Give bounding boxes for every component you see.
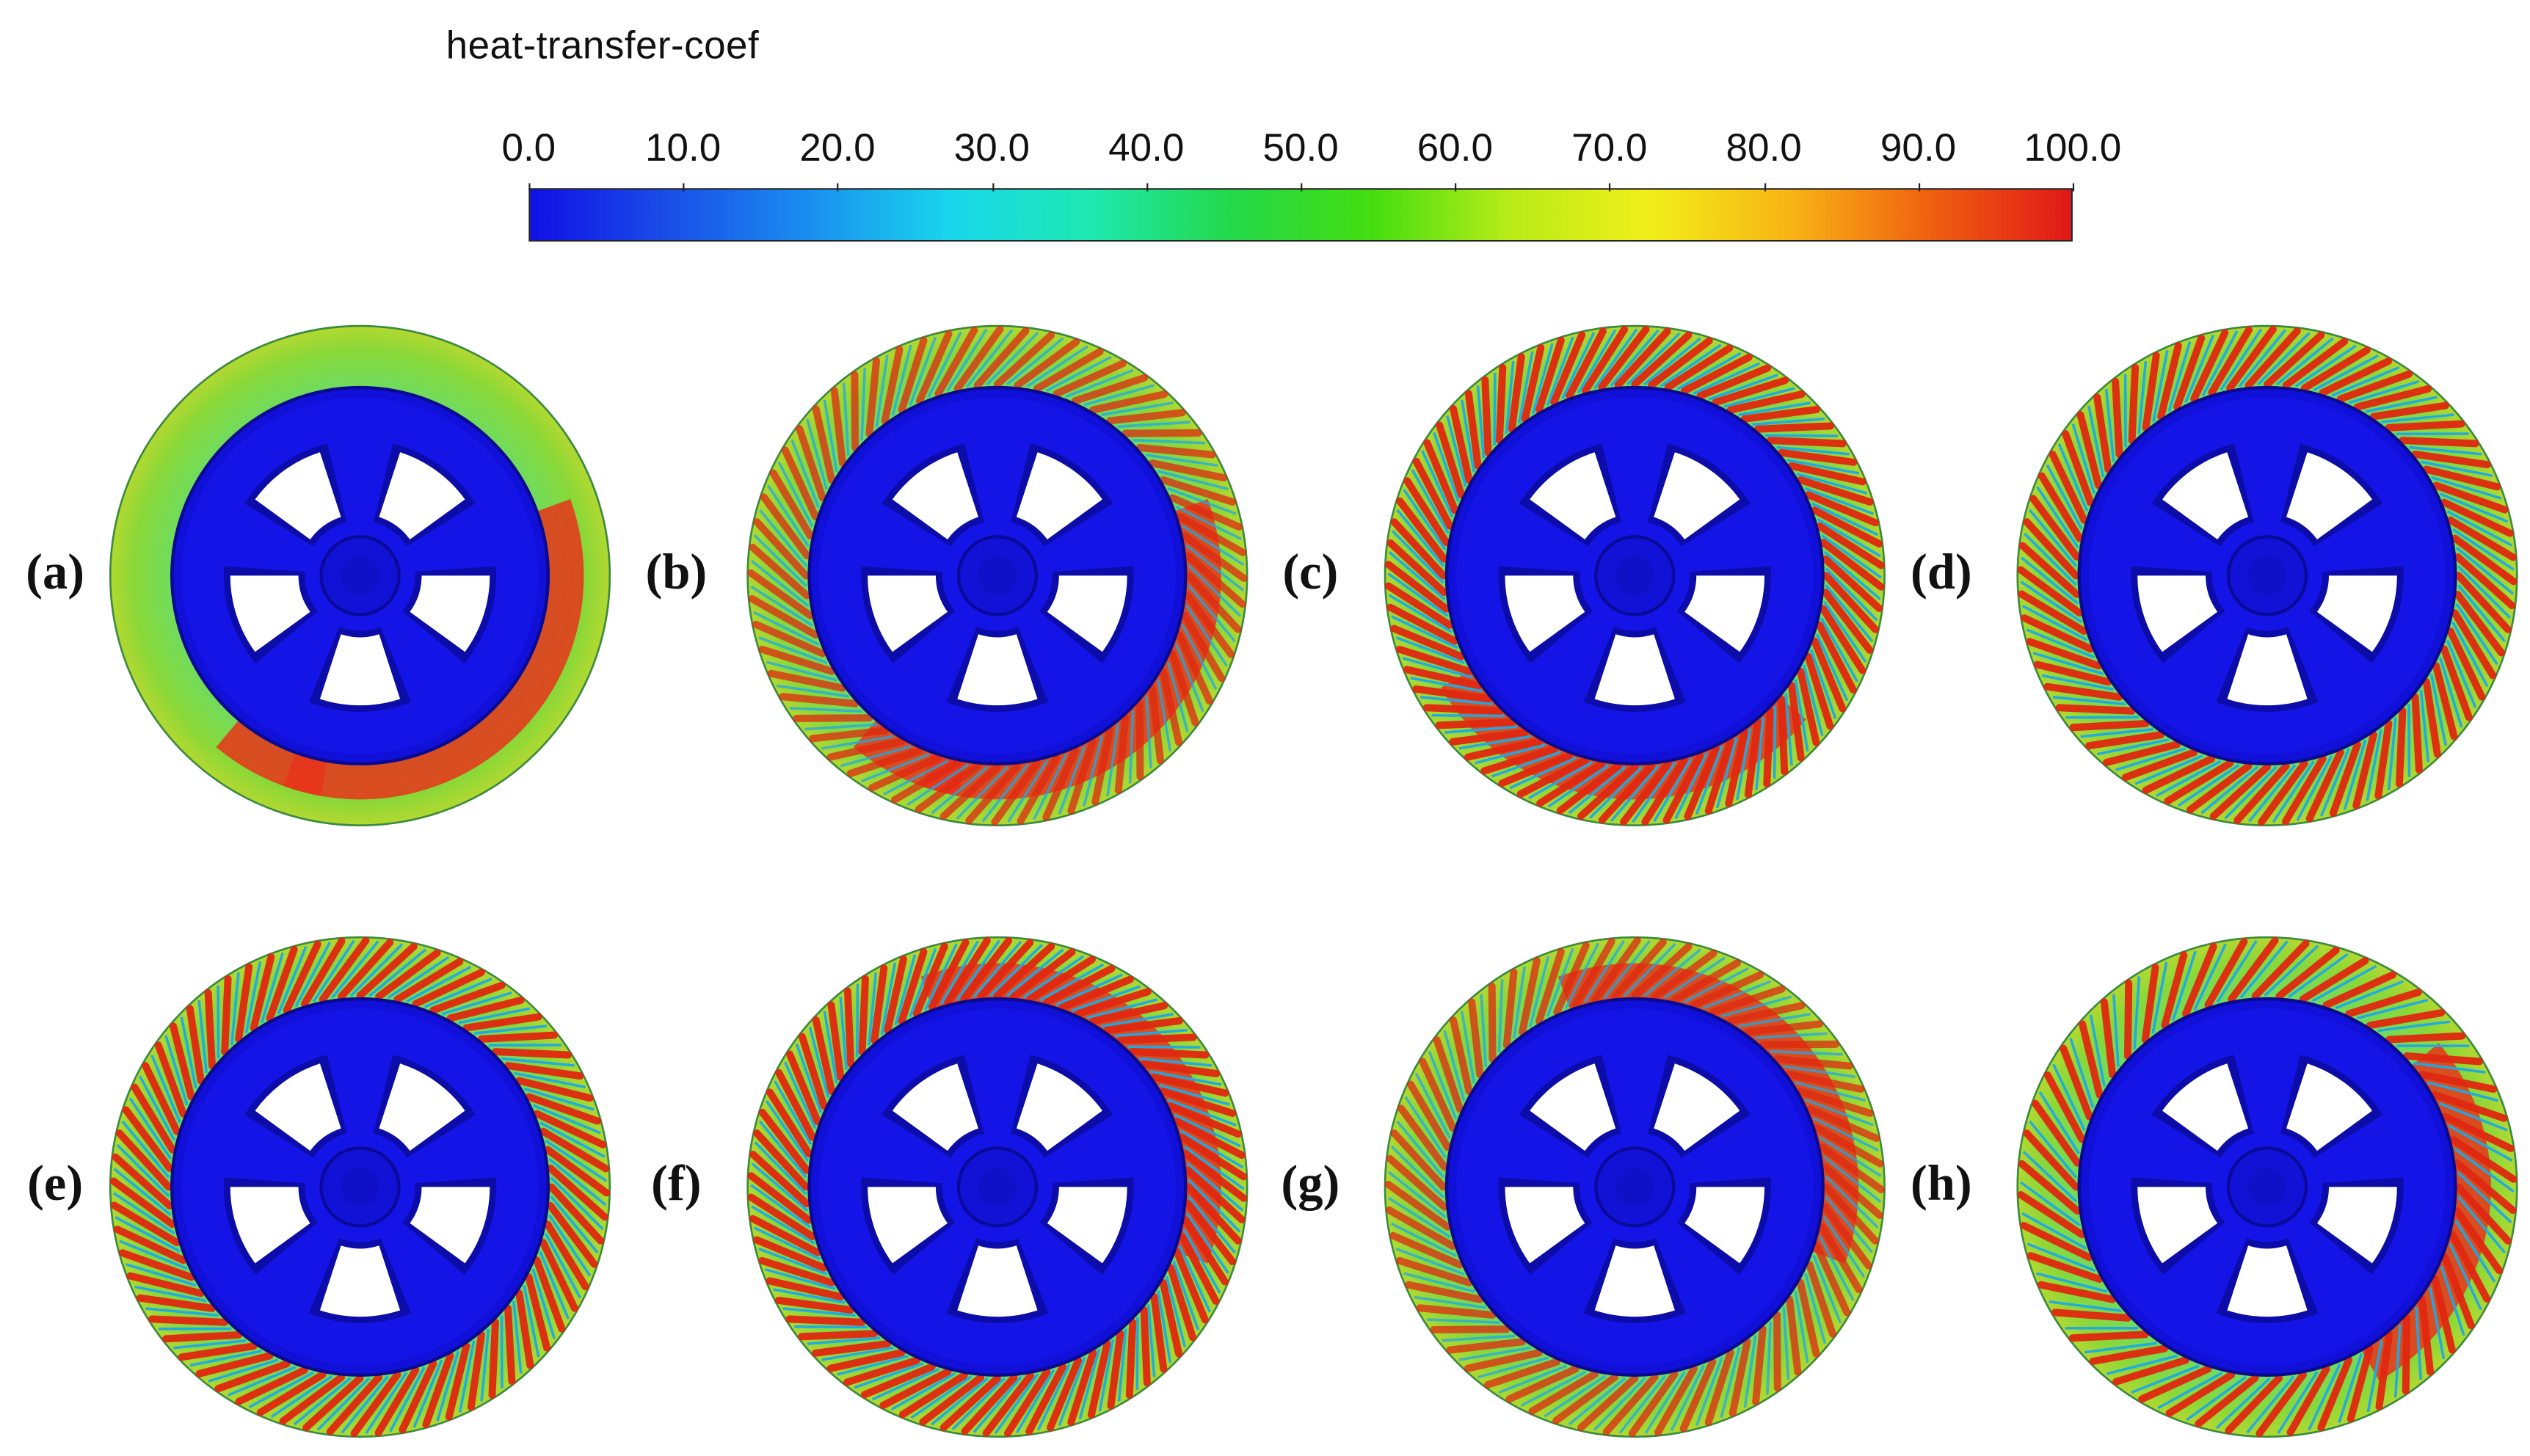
panel-label: (b) (645, 543, 708, 600)
colorbar-tick-label: 20.0 (799, 126, 876, 171)
wheel-spoke-opening (1654, 1063, 1740, 1151)
colorbar-tick (1146, 183, 1148, 192)
colorbar-tick (1918, 183, 1920, 192)
colorbar-tick-label: 10.0 (645, 126, 721, 171)
wheel-spoke-opening (379, 452, 465, 540)
wheel-contour-plot (746, 936, 1248, 1438)
colorbar-tick-label: 0.0 (501, 126, 556, 171)
panel-label: (h) (1911, 1154, 1972, 1212)
wheel-spoke-opening (868, 575, 948, 652)
wheel-spoke-opening (1530, 452, 1616, 540)
wheel-spoke-opening (2316, 1187, 2397, 1264)
wheel-contour-plot (109, 936, 611, 1438)
wheel-spoke-opening (868, 1187, 948, 1264)
colorbar-tick-label: 90.0 (1880, 126, 1957, 171)
wheel-spoke-opening (1684, 575, 1765, 652)
wheel-spoke-opening (410, 1187, 490, 1264)
wheel-spoke-opening (2316, 575, 2397, 652)
wheel-spoke-opening (957, 1245, 1038, 1317)
wheel-spoke-opening (1047, 575, 1127, 652)
wheel-spoke-opening (1594, 634, 1675, 706)
colorbar-tick-label: 50.0 (1262, 126, 1339, 171)
wheel-spoke-opening (2286, 1063, 2373, 1151)
colorbar-tick-label: 100.0 (2024, 126, 2122, 171)
wheel-spoke-opening (2227, 1245, 2308, 1317)
colorbar-tick (837, 183, 840, 192)
colorbar-tick (528, 183, 531, 192)
wheel-contour-plot (2016, 324, 2518, 827)
wheel-spoke-opening (892, 1063, 978, 1151)
wheel-spoke-opening (319, 634, 401, 706)
colorbar-tick-label: 60.0 (1417, 126, 1494, 171)
wheel-spoke-opening (255, 1063, 341, 1151)
wheel-contour-plot (2016, 936, 2518, 1438)
colorbar-tick (2072, 183, 2075, 192)
wheel-spoke-opening (1016, 1063, 1102, 1151)
legend-title: heat-transfer-coef (446, 24, 760, 68)
wheel-panel (102, 318, 618, 834)
wheel-spoke-opening (1530, 1063, 1616, 1151)
wheel-panel (740, 929, 1256, 1445)
wheel-spoke-opening (230, 1187, 310, 1264)
colorbar-tick (1609, 183, 1611, 192)
colorbar-tick-label: 30.0 (953, 126, 1030, 171)
panel-label: (a) (26, 543, 85, 600)
wheel-panel (102, 929, 618, 1445)
wheel-spoke-opening (230, 575, 310, 652)
wheel-spoke-opening (1684, 1187, 1765, 1264)
wheel-panel (740, 318, 1256, 834)
colorbar-tick (992, 183, 994, 192)
colorbar-tick (1301, 183, 1303, 192)
wheel-spoke-opening (1047, 1187, 1127, 1264)
wheel-spoke-opening (2286, 452, 2373, 540)
wheel-spoke-opening (2137, 1187, 2218, 1264)
wheel-spoke-opening (1594, 1245, 1675, 1317)
wheel-panel (2010, 318, 2526, 834)
panel-label: (f) (651, 1154, 702, 1212)
wheel-spoke-opening (1505, 575, 1585, 652)
wheel-contour-plot (1384, 936, 1886, 1438)
wheel-spoke-opening (1505, 1187, 1585, 1264)
wheel-panel (2010, 929, 2526, 1445)
colorbar-tick (1455, 183, 1457, 192)
colorbar-tick-label: 70.0 (1571, 126, 1648, 171)
wheel-spoke-opening (2162, 452, 2249, 540)
wheel-contour-plot (746, 324, 1248, 827)
colorbar-tick (683, 183, 685, 192)
wheel-spoke-opening (2227, 634, 2308, 706)
panel-label: (c) (1282, 543, 1339, 600)
wheel-panel (1377, 318, 1893, 834)
wheel-contour-plot (109, 324, 611, 827)
panel-label: (g) (1281, 1154, 1340, 1212)
wheel-spoke-opening (410, 575, 490, 652)
wheel-contour-plot (1384, 324, 1886, 827)
colorbar-tick-label: 40.0 (1108, 126, 1185, 171)
wheel-spoke-opening (957, 634, 1038, 706)
panel-label: (d) (1911, 543, 1972, 600)
colorbar-tick-label: 80.0 (1726, 126, 1802, 171)
wheel-panel (1377, 929, 1893, 1445)
wheel-spoke-opening (1016, 452, 1102, 540)
wheel-spoke-opening (319, 1245, 401, 1317)
wheel-spoke-opening (892, 452, 978, 540)
wheel-spoke-opening (2162, 1063, 2249, 1151)
colorbar-tick (1764, 183, 1766, 192)
wheel-spoke-opening (1654, 452, 1740, 540)
colorbar (528, 188, 2073, 242)
wheel-spoke-opening (379, 1063, 465, 1151)
wheel-spoke-opening (2137, 575, 2218, 652)
panel-label: (e) (27, 1154, 84, 1212)
wheel-spoke-opening (255, 452, 341, 540)
